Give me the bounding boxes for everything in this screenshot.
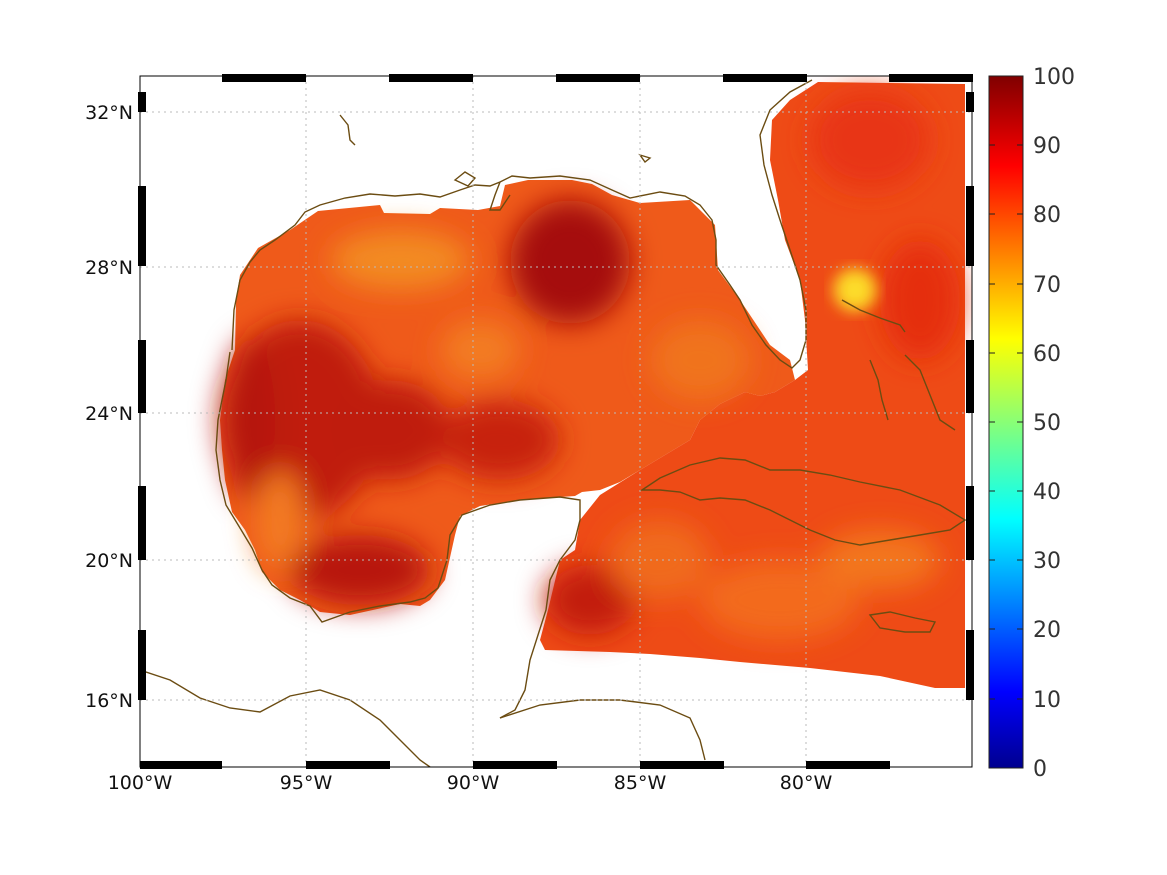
colorbar-label-80: 80	[1033, 203, 1061, 228]
data-field	[220, 82, 965, 688]
colorbar-label-20: 20	[1033, 618, 1061, 643]
colorbar-label-60: 60	[1033, 342, 1061, 367]
honduras-coast	[499, 699, 706, 761]
colorbar-label-100: 100	[1033, 65, 1075, 90]
gulf-field	[220, 180, 795, 615]
lat-label-20n: 20°N	[85, 550, 133, 572]
lon-label-80w: 80°W	[780, 772, 833, 794]
lat-label-16n: 16°N	[85, 690, 133, 712]
inland-lake-3	[638, 153, 652, 164]
colorbar-label-90: 90	[1033, 134, 1061, 159]
bahamas-2	[869, 359, 889, 421]
mississippi-delta	[489, 181, 511, 211]
lon-label-85w: 85°W	[614, 772, 667, 794]
colorbar-label-10: 10	[1033, 688, 1061, 713]
lon-label-90w: 90°W	[447, 772, 500, 794]
lon-label-100w: 100°W	[108, 772, 173, 794]
bahamas-1	[841, 299, 906, 333]
colorbar: 100 90 80 70 60 50 40 30 20 10 0	[988, 65, 1075, 782]
us-north-gulf-coast	[231, 79, 813, 369]
longitude-labels: 100°W 95°W 90°W 85°W 80°W	[108, 772, 833, 794]
hispaniola-coast	[868, 611, 937, 633]
colorbar-label-0: 0	[1033, 757, 1047, 782]
graticule	[140, 76, 972, 767]
lat-label-32n: 32°N	[85, 102, 133, 124]
lat-label-24n: 24°N	[85, 403, 133, 425]
lon-label-95w: 95°W	[280, 772, 333, 794]
colorbar-label-40: 40	[1033, 480, 1061, 505]
inland-lake-1	[339, 114, 356, 146]
us-gulf-coast	[215, 351, 581, 719]
colorbar-label-50: 50	[1033, 411, 1061, 436]
central-america-coast	[140, 669, 431, 767]
inland-lake-2	[453, 171, 477, 187]
lat-label-28n: 28°N	[85, 257, 133, 279]
coastlines	[140, 79, 967, 767]
bahamas-3	[904, 354, 956, 431]
colorbar-label-30: 30	[1033, 549, 1061, 574]
cuba-coast	[639, 457, 967, 546]
map-frame	[138, 74, 974, 769]
colorbar-label-70: 70	[1033, 273, 1061, 298]
latitude-labels: 32°N 28°N 24°N 20°N 16°N	[85, 102, 133, 712]
